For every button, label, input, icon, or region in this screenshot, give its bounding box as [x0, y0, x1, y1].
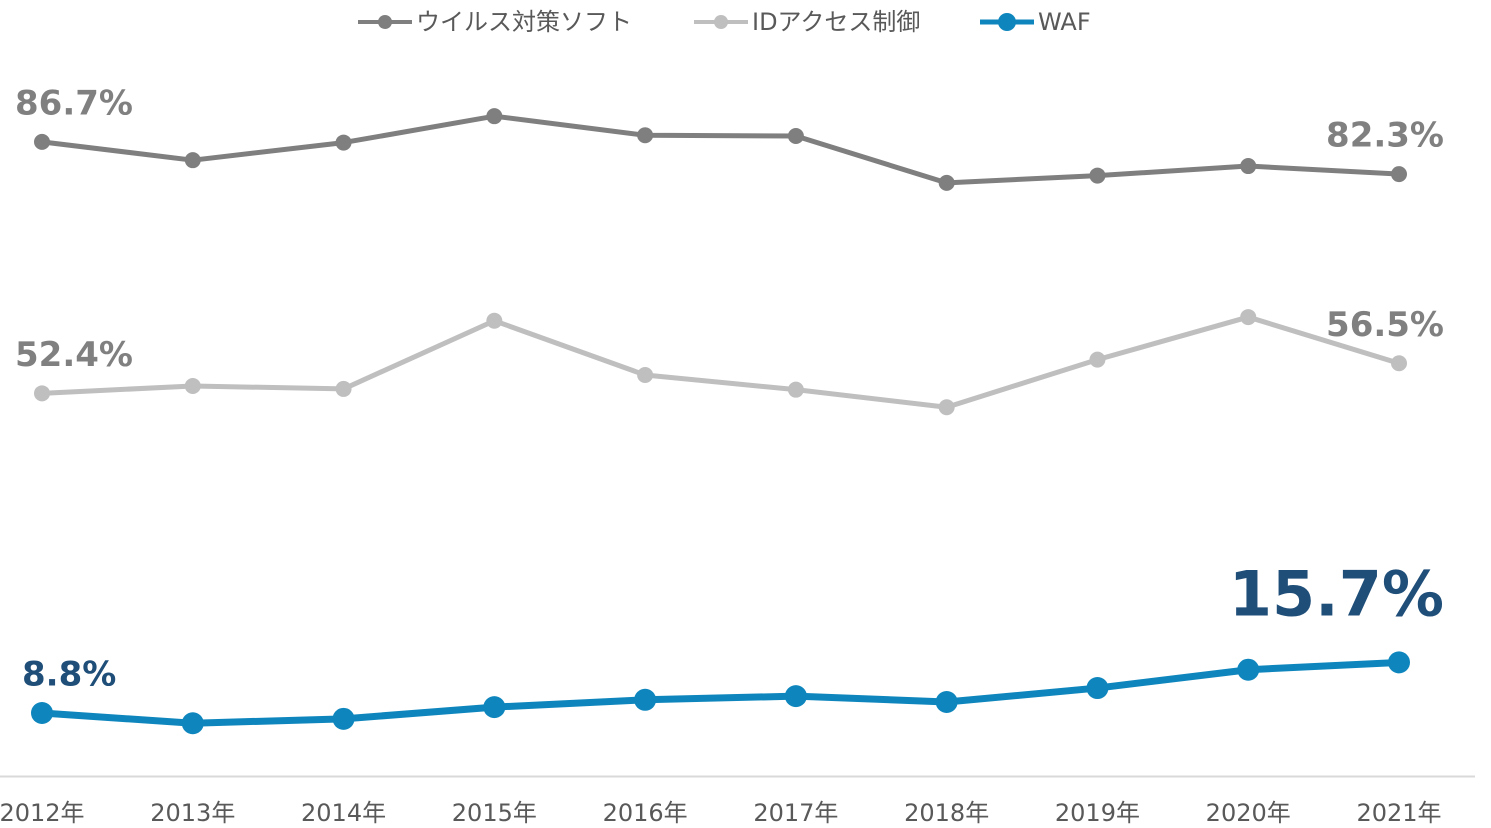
data-point: [335, 134, 352, 151]
x-tick-label: 2015年: [452, 799, 537, 827]
series-line: [41, 314, 1400, 410]
data-point: [1240, 309, 1257, 326]
data-label: 15.7%: [1229, 557, 1444, 630]
series-line: [41, 658, 1400, 727]
data-point: [1391, 355, 1407, 372]
x-tick-label: 2020年: [1206, 799, 1291, 827]
series-line: [41, 113, 1400, 186]
data-point: [483, 696, 506, 719]
data-point: [1388, 651, 1410, 674]
data-point: [1086, 677, 1109, 700]
data-point: [34, 385, 50, 402]
data-point: [637, 366, 654, 383]
data-point: [938, 399, 955, 416]
data-point: [935, 690, 958, 713]
data-point: [34, 133, 50, 150]
x-tick-label: 2014年: [301, 799, 386, 827]
data-point: [787, 381, 804, 398]
data-label: 52.4%: [15, 335, 133, 375]
data-point: [335, 380, 352, 397]
data-point: [486, 312, 503, 329]
data-label: 56.5%: [1326, 305, 1444, 345]
x-tick-label: 2013年: [150, 799, 235, 827]
data-point: [181, 712, 204, 735]
x-tick-label: 2012年: [0, 799, 85, 827]
data-label: 82.3%: [1326, 116, 1444, 156]
data-point: [787, 127, 804, 144]
x-tick-label: 2016年: [603, 799, 688, 827]
x-tick-label: 2019年: [1055, 799, 1140, 827]
data-point: [184, 377, 201, 394]
data-point: [1391, 166, 1407, 183]
data-point: [637, 127, 654, 144]
data-label: 86.7%: [15, 83, 133, 123]
x-tick-label: 2017年: [753, 799, 838, 827]
legend-marker: [714, 15, 728, 29]
data-point: [332, 707, 355, 730]
data-point: [784, 685, 807, 708]
x-tick-label: 2018年: [904, 799, 989, 827]
x-tick-label: 2021年: [1356, 799, 1441, 827]
data-point: [634, 688, 657, 711]
data-label: 8.8%: [22, 654, 116, 694]
legend-label: ウイルス対策ソフト: [416, 8, 632, 36]
legend-marker: [998, 13, 1016, 31]
legend-label: IDアクセス制御: [752, 8, 920, 36]
data-point: [184, 152, 201, 169]
legend-label: WAF: [1038, 8, 1091, 36]
data-point: [31, 701, 53, 724]
data-point: [938, 174, 955, 191]
data-point: [1237, 658, 1260, 681]
data-point: [1089, 167, 1106, 184]
data-point: [486, 108, 503, 125]
legend-marker: [378, 15, 392, 29]
data-point: [1240, 158, 1257, 175]
data-point: [1089, 351, 1106, 368]
